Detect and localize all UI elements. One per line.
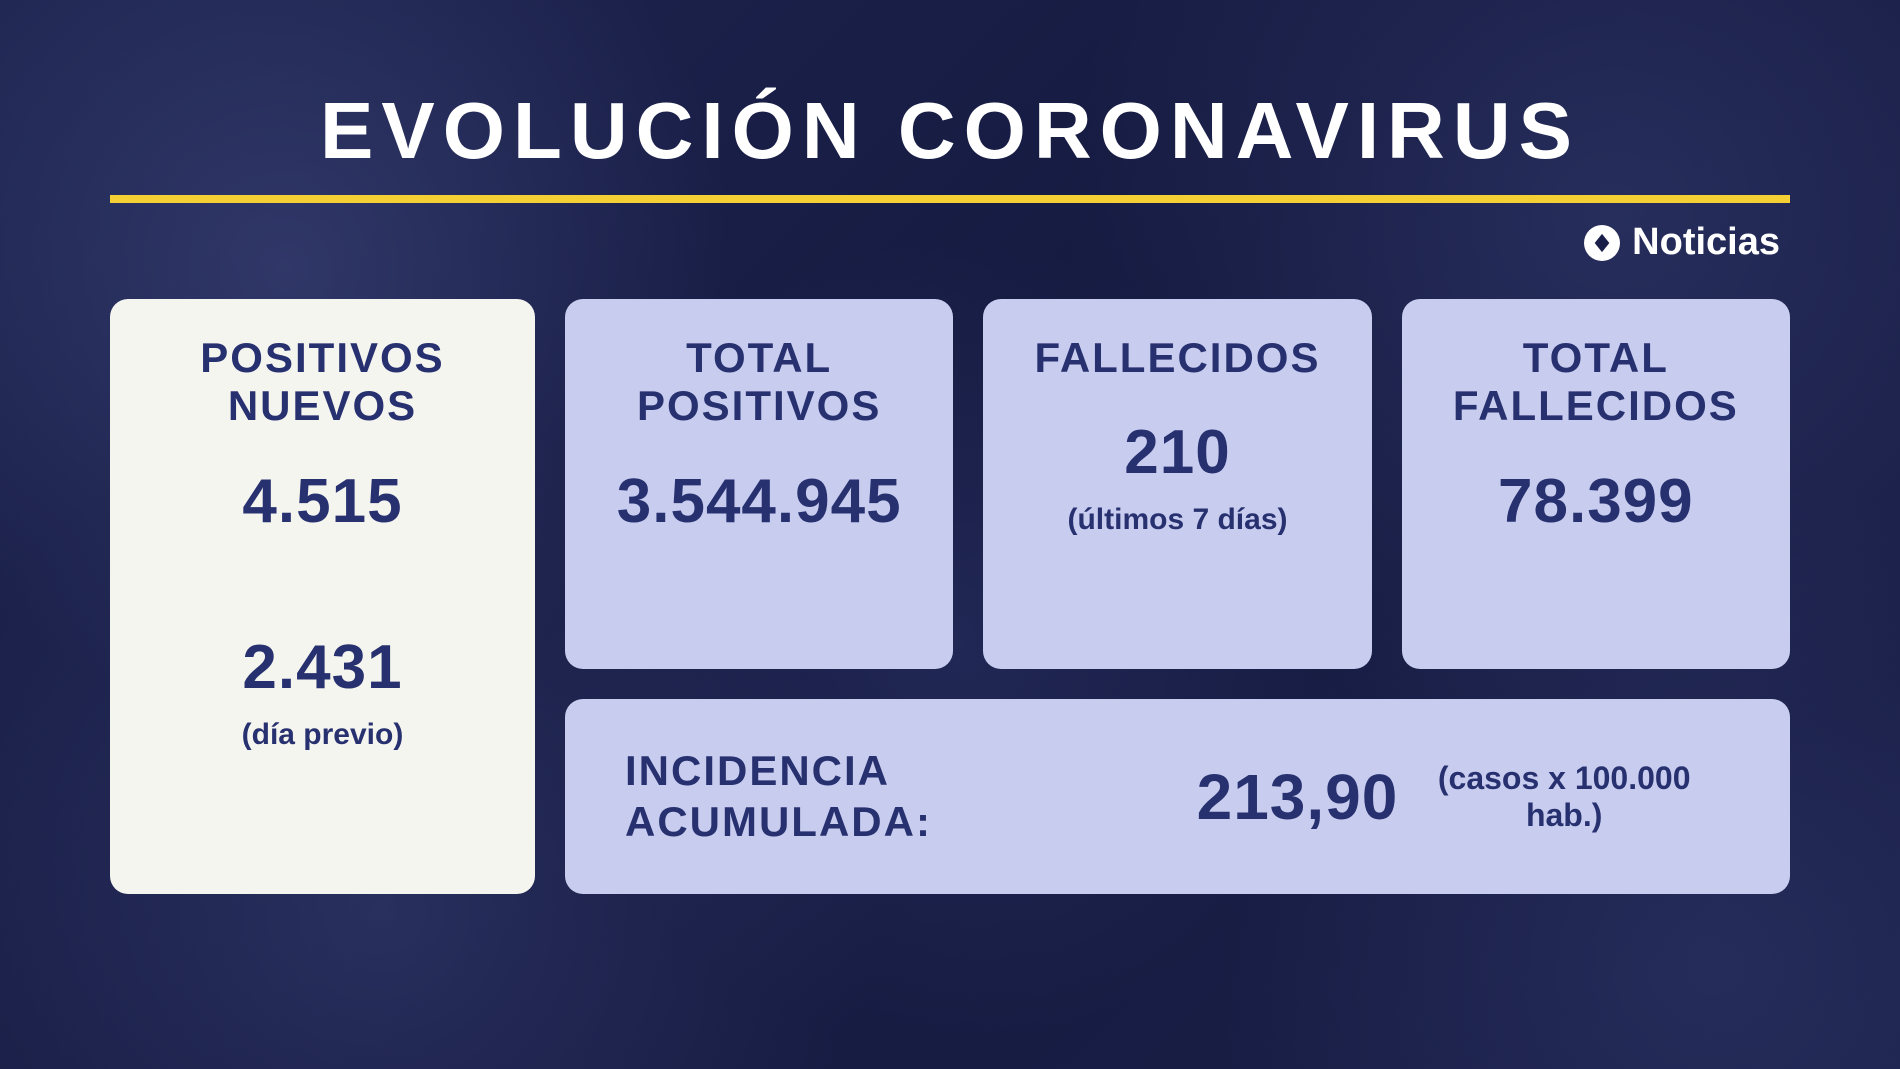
positivos-nuevos-value: 4.515 [242, 466, 402, 537]
total-fallecidos-value: 78.399 [1498, 466, 1694, 537]
card-total-fallecidos: TOTAL FALLECIDOS 78.399 [1402, 299, 1790, 669]
positivos-nuevos-prev-label: (día previo) [242, 718, 404, 752]
total-positivos-value: 3.544.945 [617, 466, 902, 537]
incidencia-value: 213,90 [1197, 760, 1399, 834]
fallecidos-label: FALLECIDOS [1034, 334, 1320, 382]
source-attribution: Noticias [110, 221, 1790, 264]
incidencia-label: INCIDENCIA ACUMULADA: [625, 746, 1197, 847]
card-positivos-nuevos: POSITIVOS NUEVOS 4.515 2.431 (día previo… [110, 299, 535, 894]
source-name: Noticias [1632, 221, 1780, 264]
total-fallecidos-label: TOTAL FALLECIDOS [1432, 334, 1760, 431]
source-logo-icon [1584, 225, 1620, 261]
stats-grid: POSITIVOS NUEVOS 4.515 2.431 (día previo… [110, 299, 1790, 894]
card-fallecidos: FALLECIDOS 210 (últimos 7 días) [983, 299, 1371, 669]
card-incidencia: INCIDENCIA ACUMULADA: 213,90 (casos x 10… [565, 699, 1790, 894]
incidencia-unit: (casos x 100.000 hab.) [1398, 760, 1730, 834]
fallecidos-subtext: (últimos 7 días) [1067, 503, 1287, 537]
positivos-nuevos-label: POSITIVOS NUEVOS [140, 334, 505, 431]
page-title: EVOLUCIÓN CORONAVIRUS [110, 85, 1790, 177]
fallecidos-value: 210 [1124, 417, 1230, 488]
title-underline [110, 195, 1790, 203]
total-positivos-label: TOTAL POSITIVOS [595, 334, 923, 431]
card-total-positivos: TOTAL POSITIVOS 3.544.945 [565, 299, 953, 669]
positivos-nuevos-prev-value: 2.431 [242, 632, 402, 703]
main-container: EVOLUCIÓN CORONAVIRUS Noticias POSITIVOS… [0, 0, 1900, 1069]
